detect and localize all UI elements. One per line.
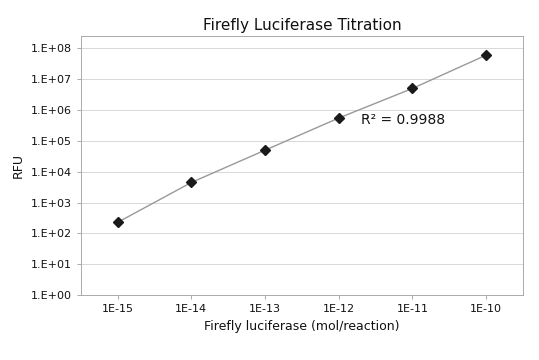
- Title: Firefly Luciferase Titration: Firefly Luciferase Titration: [203, 18, 401, 33]
- Text: R² = 0.9988: R² = 0.9988: [361, 113, 445, 127]
- Y-axis label: RFU: RFU: [12, 153, 25, 178]
- X-axis label: Firefly luciferase (mol/reaction): Firefly luciferase (mol/reaction): [204, 320, 399, 333]
